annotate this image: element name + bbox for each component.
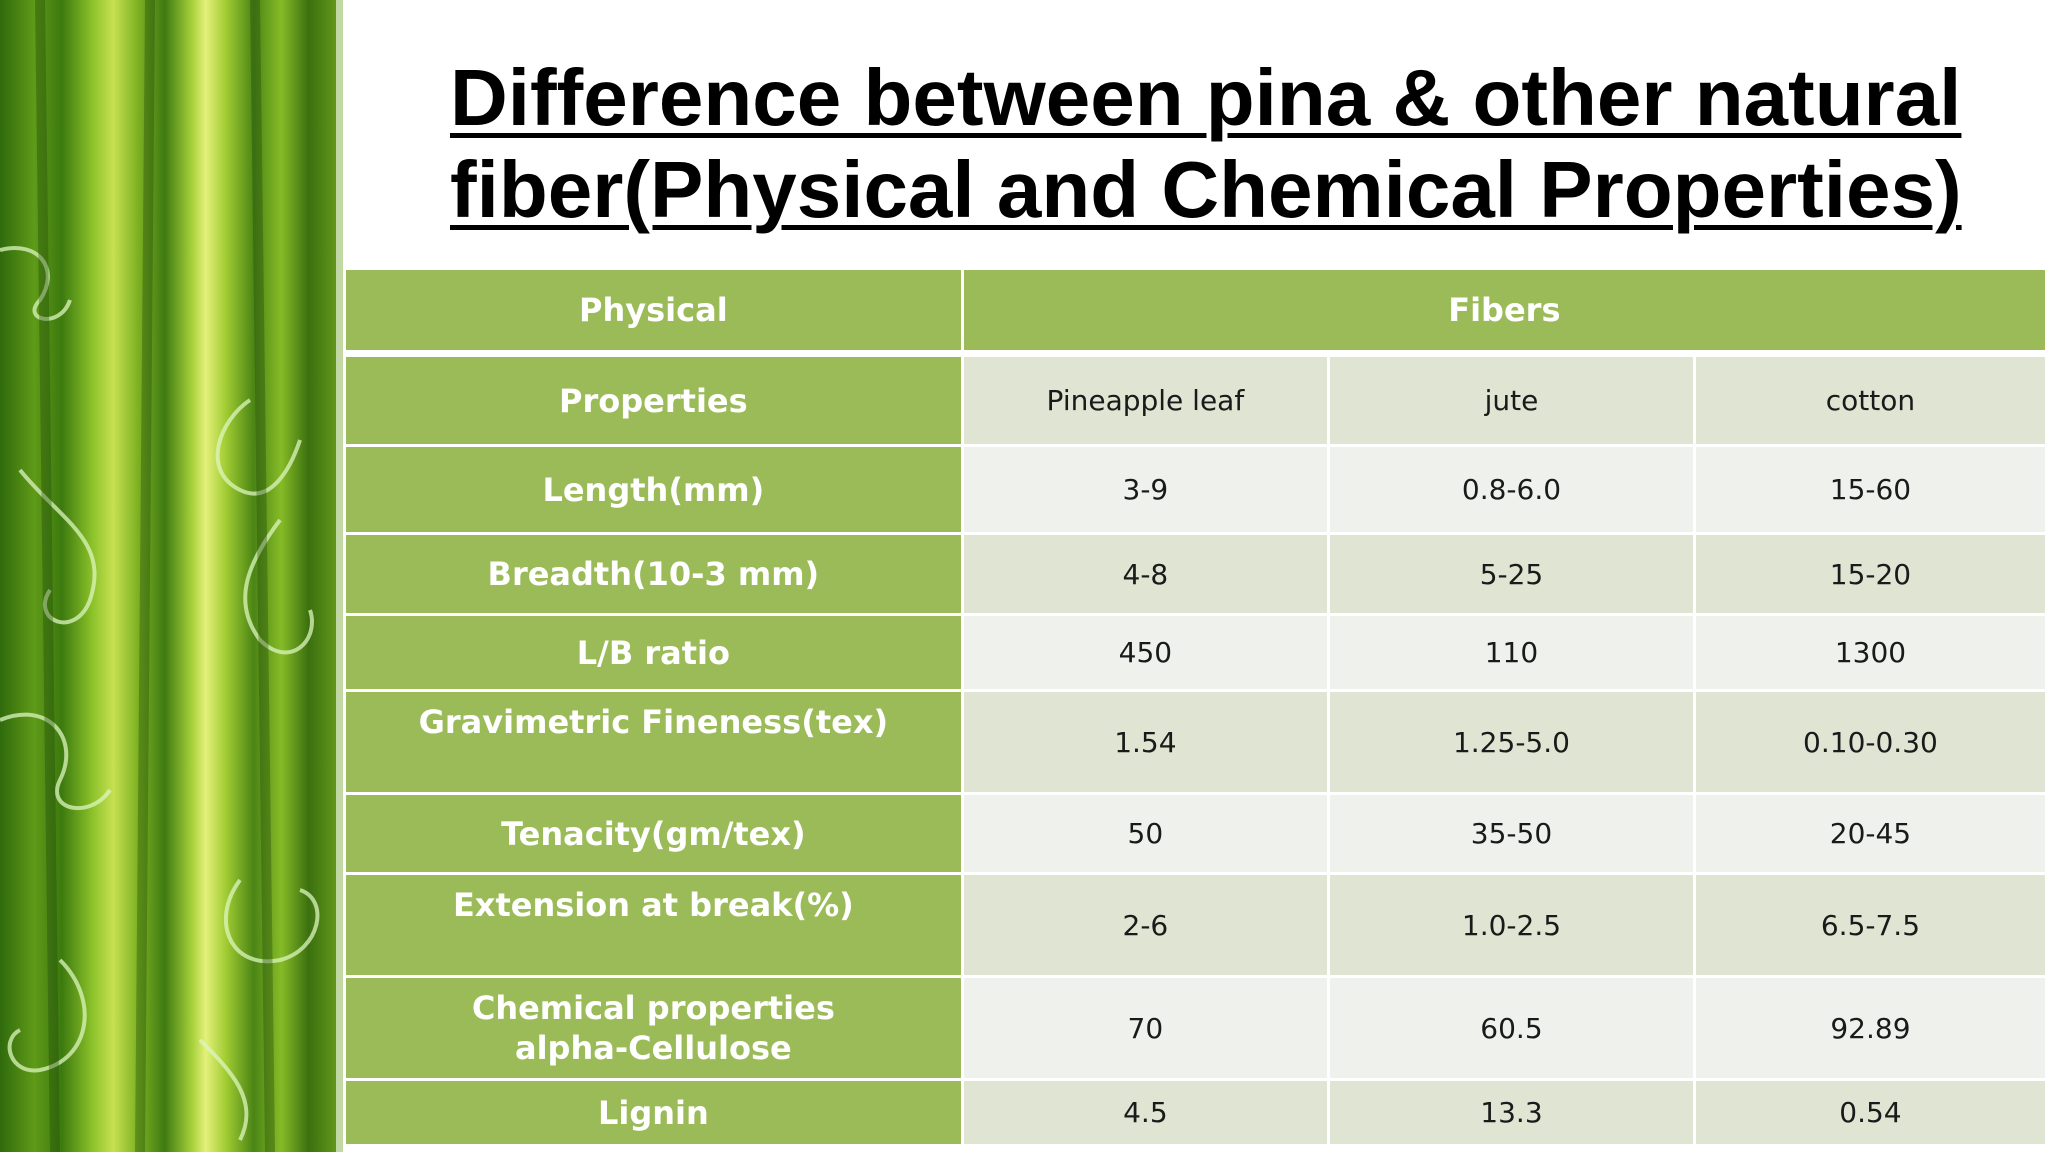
cell-cotton: 15-20 [1695, 535, 2048, 616]
cell-pineapple: 4.5 [963, 1081, 1331, 1147]
table-row: Lignin 4.5 13.3 0.54 [346, 1081, 2048, 1147]
slide-title: Difference between pina & other natural … [450, 53, 1962, 234]
cell-cotton: 15-60 [1695, 447, 2048, 535]
cell-cotton: 0.54 [1695, 1081, 2048, 1147]
cell-jute: 1.0-2.5 [1330, 875, 1696, 978]
bamboo-decoration-image [0, 0, 343, 1152]
row-label: Length(mm) [346, 447, 964, 535]
table-row: Tenacity(gm/tex) 50 35-50 20-45 [346, 795, 2048, 875]
row-label: Breadth(10-3 mm) [346, 535, 964, 616]
cell-pineapple: 2-6 [963, 875, 1331, 978]
table-row: Properties Pineapple leaf jute cotton [346, 357, 2048, 447]
cell-jute: 60.5 [1330, 978, 1696, 1081]
table-row: Gravimetric Fineness(tex) 1.54 1.25-5.0 … [346, 692, 2048, 795]
row-label: L/B ratio [346, 616, 964, 692]
header-physical: Physical [346, 270, 964, 357]
cell-pineapple: 50 [963, 795, 1331, 875]
cell-pineapple: 70 [963, 978, 1331, 1081]
cell-cotton: 1300 [1695, 616, 2048, 692]
table-header-row: Physical Fibers [346, 270, 2048, 357]
row-label-line: alpha-Cellulose [514, 1029, 792, 1067]
row-label: Tenacity(gm/tex) [346, 795, 964, 875]
row-label: Extension at break(%) [346, 875, 964, 978]
cell-cotton: 92.89 [1695, 978, 2048, 1081]
table-row: Extension at break(%) 2-6 1.0-2.5 6.5-7.… [346, 875, 2048, 978]
cell-jute: jute [1330, 357, 1696, 447]
cell-pineapple: 450 [963, 616, 1331, 692]
cell-cotton: 6.5-7.5 [1695, 875, 2048, 978]
cell-jute: 13.3 [1330, 1081, 1696, 1147]
row-label-line: Chemical properties [471, 989, 835, 1027]
row-label-chemical: Chemical properties alpha-Cellulose [346, 978, 964, 1081]
cell-pineapple: 4-8 [963, 535, 1331, 616]
cell-jute: 35-50 [1330, 795, 1696, 875]
cell-cotton: cotton [1695, 357, 2048, 447]
table-row: Length(mm) 3-9 0.8-6.0 15-60 [346, 447, 2048, 535]
cell-jute: 110 [1330, 616, 1696, 692]
row-label: Lignin [346, 1081, 964, 1147]
row-label: Gravimetric Fineness(tex) [346, 692, 964, 795]
fiber-properties-table: Physical Fibers Properties Pineapple lea… [346, 270, 2048, 1147]
cell-jute: 1.25-5.0 [1330, 692, 1696, 795]
cell-jute: 5-25 [1330, 535, 1696, 616]
cell-pineapple: 3-9 [963, 447, 1331, 535]
table-row: Breadth(10-3 mm) 4-8 5-25 15-20 [346, 535, 2048, 616]
cell-jute: 0.8-6.0 [1330, 447, 1696, 535]
cell-pineapple: 1.54 [963, 692, 1331, 795]
cell-cotton: 0.10-0.30 [1695, 692, 2048, 795]
table-row: L/B ratio 450 110 1300 [346, 616, 2048, 692]
cell-pineapple: Pineapple leaf [963, 357, 1331, 447]
header-fibers: Fibers [963, 270, 2048, 357]
tendril-decoration-icon [0, 0, 320, 1152]
row-label: Properties [346, 357, 964, 447]
cell-cotton: 20-45 [1695, 795, 2048, 875]
table-row: Chemical properties alpha-Cellulose 70 60… [346, 978, 2048, 1081]
